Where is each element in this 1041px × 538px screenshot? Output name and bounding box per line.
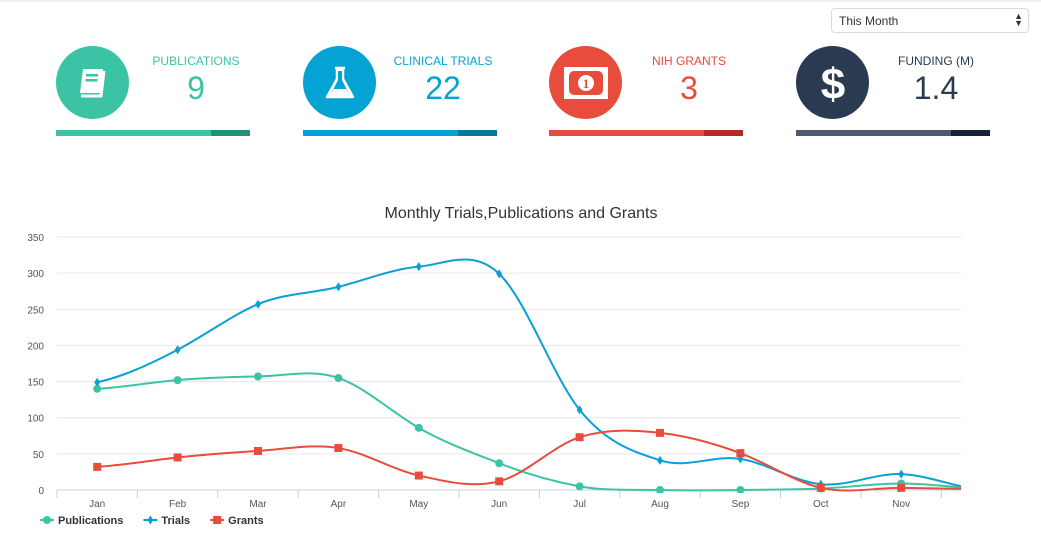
series-line-publications [97,372,961,492]
svg-text:$: $ [820,60,844,107]
data-point-publications [495,459,504,468]
data-point-grants [575,433,584,442]
y-tick-label: 250 [27,305,44,316]
legend-label: Grants [228,515,263,527]
data-point-trials [979,486,985,495]
stat-card-publications: PUBLICATIONS 9 [56,46,250,138]
data-point-trials [496,269,503,279]
data-point-publications [414,423,423,432]
data-point-trials [657,455,663,465]
data-point-grants [495,477,504,486]
legend-marker-icon [43,516,51,524]
y-tick-label: 150 [27,378,44,389]
x-tick-label: Nov [892,499,910,510]
legend-item-publications[interactable]: Publications [40,515,123,527]
money-bill-icon: 1 [549,46,622,119]
data-point-trials [255,299,261,309]
stat-card-clinical-trials: CLINICAL TRIALS 22 [303,46,497,138]
x-tick-label: Sep [732,499,750,510]
x-tick-label: Jun [491,499,507,510]
legend-item-trials[interactable]: Trials [143,515,190,527]
data-point-publications [334,373,343,382]
y-tick-label: 100 [27,414,44,425]
x-tick-label: May [409,499,428,510]
data-point-grants [254,446,262,455]
data-point-publications [93,384,102,393]
data-point-publications [575,482,584,491]
stat-label: PUBLICATIONS [152,54,240,68]
x-tick-label: Apr [331,499,347,510]
x-tick-label: Feb [169,499,187,510]
stat-card-funding-m: $ FUNDING (M) 1.4 [796,46,990,138]
y-tick-label: 0 [38,486,44,497]
stat-card-nih-grants: 1 NIH GRANTS 3 [549,46,743,138]
data-point-grants [978,485,986,493]
flask-icon [303,46,376,119]
data-point-publications [254,372,262,381]
data-point-grants [93,462,102,471]
book-icon [56,46,129,119]
data-point-trials [576,405,583,415]
data-point-grants [897,483,906,492]
stat-value: 9 [187,70,205,106]
data-point-grants [334,444,343,453]
x-tick-label: Aug [651,499,669,510]
data-point-grants [816,483,825,492]
y-tick-label: 300 [27,269,44,280]
stat-progress-bar [796,130,990,136]
stat-value: 3 [680,70,698,106]
data-point-publications [656,486,664,493]
stat-label: CLINICAL TRIALS [393,54,493,68]
y-tick-label: 200 [27,341,44,352]
stat-progress-bar [56,130,250,136]
legend-item-grants[interactable]: Grants [210,515,264,527]
y-tick-label: 350 [27,233,44,244]
period-select-value: This Month [839,14,899,28]
data-point-publications [173,376,182,385]
data-point-grants [736,449,745,458]
data-point-grants [414,471,423,480]
data-point-trials [898,469,905,479]
data-point-trials [94,377,101,387]
y-tick-label: 50 [33,450,45,461]
stat-label: NIH GRANTS [651,54,726,68]
x-tick-label: Jan [89,499,105,510]
dollar-icon: $ [796,46,869,119]
data-point-trials [174,345,181,355]
legend-marker-icon [213,516,222,524]
stat-progress-bar [549,130,743,136]
x-tick-label: Jul [573,499,586,510]
legend-marker-icon [147,515,154,525]
x-tick-label: Oct [813,499,829,510]
data-point-grants [173,453,182,462]
stat-label: FUNDING (M) [898,54,974,68]
chart-title: Monthly Trials,Publications and Grants [384,205,657,222]
series-line-trials [96,258,961,488]
data-point-publications [736,486,745,493]
x-tick-label: Mar [249,499,267,510]
select-arrows-icon: ▲ ▼ [1014,11,1023,28]
line-chart: Monthly Trials,Publications and Grants 0 5… [27,205,986,527]
data-point-publications [978,485,986,493]
svg-text:1: 1 [582,76,589,91]
legend-label: Trials [161,515,190,527]
data-point-grants [656,428,664,437]
stat-value: 22 [425,70,461,106]
stat-value: 1.4 [913,70,959,106]
legend-label: Publications [58,515,123,527]
data-point-trials [415,262,422,272]
period-select[interactable]: This Month ▲ ▼ [831,8,1029,33]
stat-progress-bar [303,130,497,136]
data-point-trials [335,282,342,292]
